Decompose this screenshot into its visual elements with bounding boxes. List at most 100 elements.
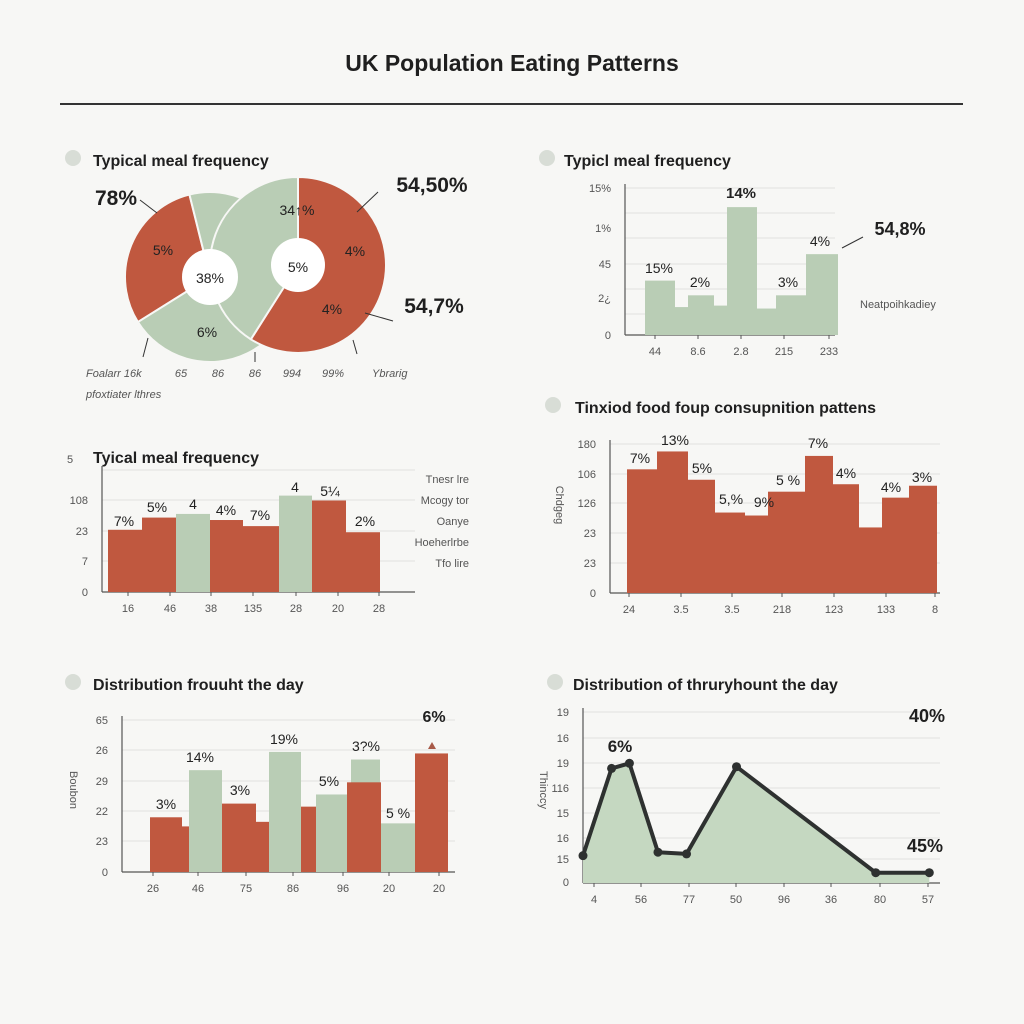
bar — [222, 803, 256, 872]
bar — [346, 532, 380, 592]
legend-dot-icon — [65, 150, 81, 166]
page-title: UK Population Eating Patterns — [345, 50, 679, 76]
bar — [176, 513, 210, 592]
leader-line — [841, 236, 864, 249]
leader-line — [356, 191, 379, 213]
bar-data-label: 40% — [909, 706, 945, 726]
bar-data-label: 4% — [810, 233, 830, 249]
leader-line — [352, 339, 358, 355]
bar — [657, 451, 688, 593]
y-tick-label: 19 — [557, 758, 569, 770]
bar — [256, 821, 269, 872]
bar-data-label: 4 — [291, 479, 299, 495]
y-tick-label: 15 — [557, 854, 569, 866]
pie-data-label: 54,7% — [404, 295, 464, 318]
bar-data-label: 5% — [692, 460, 712, 476]
x-tick-label: 75 — [240, 883, 252, 895]
bar-data-label: 4% — [836, 465, 856, 481]
bar — [688, 295, 714, 335]
data-point — [607, 763, 617, 773]
x-tick-label: 20 — [332, 603, 344, 615]
bar-data-label: 4% — [881, 479, 901, 495]
pie-footer-label: 86 — [212, 368, 225, 380]
bar — [715, 512, 745, 593]
bar-data-label: 3% — [230, 782, 250, 798]
x-tick-label: 57 — [922, 894, 934, 906]
bar — [776, 295, 806, 335]
pie-data-label: 5% — [288, 259, 308, 275]
bar-data-label: 7% — [114, 513, 134, 529]
bar — [189, 770, 222, 872]
y-tick-label: 45 — [599, 259, 611, 271]
x-tick-label: 133 — [877, 604, 895, 616]
bar-data-label: 5 % — [776, 472, 800, 488]
chart-title: Tyical meal frequency — [93, 450, 259, 467]
x-tick-label: 38 — [205, 603, 217, 615]
pie-footer-label: 99% — [322, 368, 344, 380]
y-tick-label: 7 — [82, 556, 88, 568]
x-tick-label: 4 — [591, 894, 597, 906]
side-label: Oanye — [437, 516, 469, 528]
x-tick-label: 215 — [775, 346, 793, 358]
data-point — [871, 868, 881, 878]
donut-hole — [182, 249, 238, 305]
y-tick-label: 108 — [70, 495, 88, 507]
y-tick-label: 22 — [96, 806, 108, 818]
y-tick-label: 29 — [96, 776, 108, 788]
bar — [768, 491, 805, 593]
x-tick-label: 20 — [433, 883, 445, 895]
bar — [688, 479, 715, 593]
x-tick-label: 56 — [635, 894, 647, 906]
bar — [714, 305, 727, 335]
bar-data-label: 13% — [661, 432, 689, 448]
leader-line — [139, 199, 158, 214]
chart-title: Typical meal frequency — [93, 153, 269, 170]
y-tick-label: 16 — [557, 833, 569, 845]
bar — [727, 207, 757, 335]
bar — [312, 500, 346, 592]
bar-data-label: 3?% — [352, 738, 380, 754]
x-tick-label: 16 — [122, 603, 134, 615]
y-tick-label: 0 — [590, 588, 596, 600]
bar — [805, 455, 833, 593]
x-tick-label: 96 — [778, 894, 790, 906]
pie-data-label: 34↑% — [279, 202, 314, 218]
chart-title: Distribution of thruryhount the day — [573, 677, 838, 694]
bar-data-label: 7% — [808, 435, 828, 451]
y-axis-label: Thinccy — [537, 771, 549, 809]
pie-data-label: 54,50% — [396, 174, 468, 197]
chart-title-prefix: 5 — [67, 454, 73, 466]
bar — [142, 517, 176, 592]
y-tick-label: 180 — [578, 439, 596, 451]
bar-data-label: 5% — [319, 773, 339, 789]
x-tick-label: 3.5 — [673, 604, 688, 616]
y-tick-label: 0 — [102, 867, 108, 879]
bar-data-label: 54,8% — [874, 219, 925, 239]
bar-data-label: 6% — [422, 709, 445, 726]
bar-data-label: 4 — [189, 496, 197, 512]
bar — [301, 806, 316, 872]
side-label: Neatpoihkadiey — [860, 299, 936, 311]
x-tick-label: 46 — [164, 603, 176, 615]
bar-data-label: 2% — [355, 513, 375, 529]
bar-data-label: 9% — [754, 494, 774, 510]
y-tick-label: 0 — [605, 330, 611, 342]
chart-title: Typicl meal frequency — [564, 153, 731, 170]
bar — [316, 794, 347, 872]
bar-data-label: 5¼ — [320, 483, 340, 499]
y-tick-label: 23 — [96, 836, 108, 848]
legend-dot-icon — [547, 674, 563, 690]
x-tick-label: 44 — [649, 346, 661, 358]
bar — [859, 527, 882, 593]
x-tick-label: 24 — [623, 604, 635, 616]
y-tick-label: 0 — [563, 877, 569, 889]
x-tick-label: 8.6 — [690, 346, 705, 358]
y-tick-label: 1% — [595, 223, 611, 235]
data-point — [732, 762, 742, 772]
x-tick-label: 2.8 — [733, 346, 748, 358]
bar-data-label: 2% — [690, 274, 710, 290]
marker-icon — [428, 742, 436, 749]
x-tick-label: 28 — [290, 603, 302, 615]
x-tick-label: 80 — [874, 894, 886, 906]
